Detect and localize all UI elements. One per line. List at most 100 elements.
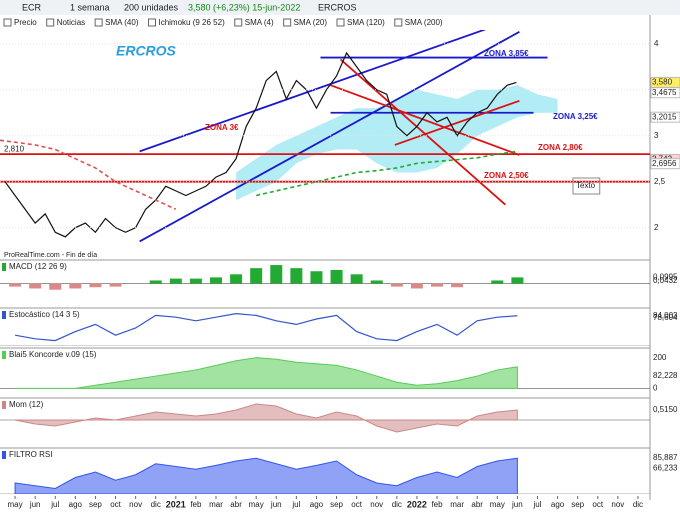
- panel-title-bg: [2, 311, 6, 319]
- x-tick-label: feb: [190, 500, 202, 509]
- legend-item: Noticias: [57, 18, 85, 27]
- period[interactable]: 1 semana: [70, 2, 110, 12]
- trendline: [139, 31, 520, 243]
- x-tick-label: abr: [471, 500, 483, 509]
- histogram-bar: [230, 274, 243, 284]
- x-tick-label: jun: [511, 500, 523, 509]
- panel-title: FILTRO RSI: [9, 450, 52, 459]
- panel-title-bg: [2, 351, 6, 359]
- annotation: Texto: [576, 181, 596, 190]
- panel-label: 85,887: [653, 453, 678, 462]
- indicator-line: [14, 312, 518, 342]
- x-tick-label: nov: [611, 500, 624, 509]
- legend-item: Ichimoku (9 26 52): [158, 18, 225, 27]
- histogram-bar: [69, 283, 82, 289]
- x-tick-label: mar: [209, 500, 223, 509]
- panel-title: Blai5 Koncorde v.09 (15): [9, 350, 97, 359]
- toolbar: [0, 0, 680, 15]
- legend-item: SMA (4): [245, 18, 274, 27]
- x-tick-label: jul: [291, 500, 300, 509]
- moving-average: [256, 150, 518, 197]
- legend-box: [283, 18, 292, 27]
- x-tick-label: mar: [450, 500, 464, 509]
- price-label: 3,4675: [652, 88, 677, 97]
- y-tick-label: 2: [654, 223, 659, 232]
- x-tick-label: ago: [69, 500, 83, 509]
- x-tick-label: nov: [129, 500, 142, 509]
- indicator-area: [14, 457, 518, 494]
- x-tick-label: sep: [89, 500, 102, 509]
- x-tick-label: may: [249, 500, 264, 509]
- histogram-bar: [491, 280, 504, 284]
- x-tick-label: oct: [592, 500, 603, 509]
- histogram-bar: [9, 283, 22, 287]
- histogram-bar: [390, 283, 403, 287]
- histogram-bar: [29, 283, 42, 289]
- price-label-bg: [650, 111, 680, 123]
- x-tick-label: dic: [151, 500, 161, 509]
- histogram-bar: [109, 283, 122, 287]
- x-tick-label: 2022: [407, 499, 427, 509]
- histogram-bar: [330, 270, 343, 284]
- x-tick-label: jul: [50, 500, 59, 509]
- histogram-bar: [250, 268, 263, 284]
- moving-average: [0, 139, 177, 211]
- histogram-bar: [89, 283, 102, 288]
- trendline: [330, 84, 520, 156]
- x-tick-label: may: [8, 500, 23, 509]
- annotation-box: [572, 177, 601, 195]
- legend-box: [46, 18, 55, 27]
- x-tick-label: may: [490, 500, 505, 509]
- panel-label: 0: [653, 383, 658, 392]
- panel-title: MACD (12 26 9): [9, 262, 67, 271]
- trendline: [394, 99, 520, 146]
- x-tick-label: oct: [351, 500, 362, 509]
- panel-title-bg: [2, 401, 6, 409]
- legend-box: [94, 18, 103, 27]
- x-tick-label: sep: [330, 500, 343, 509]
- x-tick-label: ago: [551, 500, 565, 509]
- histogram-bar: [189, 278, 202, 284]
- legend-box: [394, 18, 403, 27]
- annotation: ZONA 3€: [205, 123, 239, 132]
- y-tick-label: 3: [654, 131, 659, 140]
- panel-label: 78,604: [653, 313, 678, 322]
- panel-label: 82,228: [653, 371, 678, 380]
- panel-label: 0,0432: [653, 276, 678, 285]
- units[interactable]: 200 unidades: [124, 2, 179, 12]
- histogram-bar: [370, 280, 383, 284]
- chart-title: ERCROS: [116, 43, 177, 59]
- x-tick-label: 2021: [166, 499, 186, 509]
- x-tick-label: feb: [431, 500, 443, 509]
- panel-label: 200: [653, 353, 667, 362]
- panel: [0, 403, 650, 433]
- symbol[interactable]: ECR: [22, 2, 42, 12]
- panel-label: 0,0995: [653, 273, 678, 282]
- price-label: 3,580: [652, 78, 673, 87]
- histogram-bar: [270, 265, 283, 284]
- legend-box: [147, 18, 156, 27]
- histogram-bar: [431, 283, 444, 287]
- x-tick-label: nov: [370, 500, 383, 509]
- annotation: ZONA 2,80€: [538, 143, 583, 152]
- x-tick-label: dic: [633, 500, 643, 509]
- legend-box: [336, 18, 345, 27]
- trendline: [139, 30, 487, 153]
- x-tick-label: ago: [310, 500, 324, 509]
- indicator-area: [14, 403, 518, 433]
- x-tick-label: dic: [392, 500, 402, 509]
- legend-item: SMA (20): [294, 18, 328, 27]
- watermark: ProRealTime.com - Fin de día: [4, 252, 97, 259]
- x-tick-label: jul: [532, 500, 541, 509]
- price-label: 3,2015: [652, 112, 677, 121]
- panel: [0, 457, 650, 494]
- panel-label: 84,003: [653, 311, 678, 320]
- histogram-bar: [209, 277, 222, 284]
- panel-label: 66,233: [653, 464, 678, 473]
- legend-box: [234, 18, 243, 27]
- y-tick-label: 2,5: [654, 177, 666, 186]
- price-label: 2,6956: [652, 159, 677, 168]
- y-tick-label: 4: [654, 39, 659, 48]
